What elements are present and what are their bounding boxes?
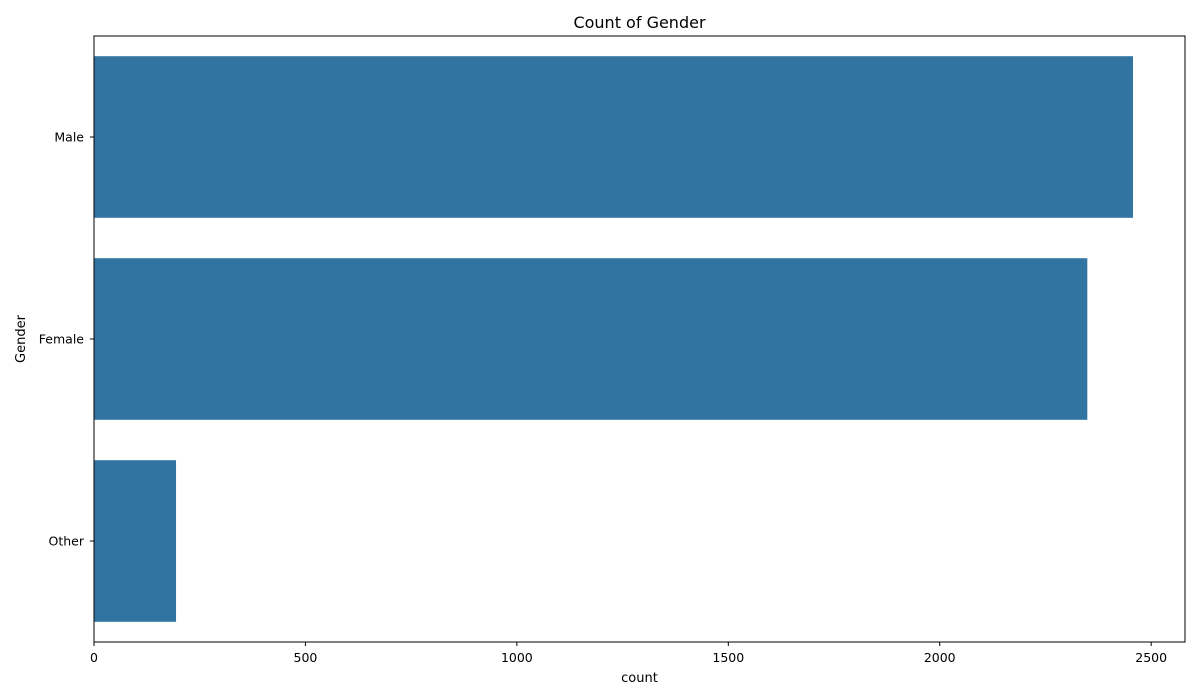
bar-female — [94, 258, 1088, 420]
y-axis-label: Gender — [14, 314, 29, 363]
x-tick-label: 1000 — [501, 650, 533, 665]
bars-layer — [94, 56, 1133, 622]
x-tick-label: 2500 — [1135, 650, 1167, 665]
bar-other — [94, 460, 177, 622]
bar-male — [94, 56, 1133, 218]
x-axis-label: count — [621, 671, 658, 686]
x-tick-label: 2000 — [924, 650, 956, 665]
x-tick-label: 500 — [294, 650, 318, 665]
y-tick-label-other: Other — [49, 534, 85, 549]
x-tick-label: 0 — [90, 650, 98, 665]
chart-title: Count of Gender — [573, 13, 705, 32]
y-axis: Male Female Other — [39, 130, 94, 549]
y-tick-label-male: Male — [54, 130, 84, 145]
x-axis: 0 500 1000 1500 2000 2500 — [90, 642, 1167, 665]
y-tick-label-female: Female — [39, 332, 85, 347]
x-tick-label: 1500 — [712, 650, 744, 665]
